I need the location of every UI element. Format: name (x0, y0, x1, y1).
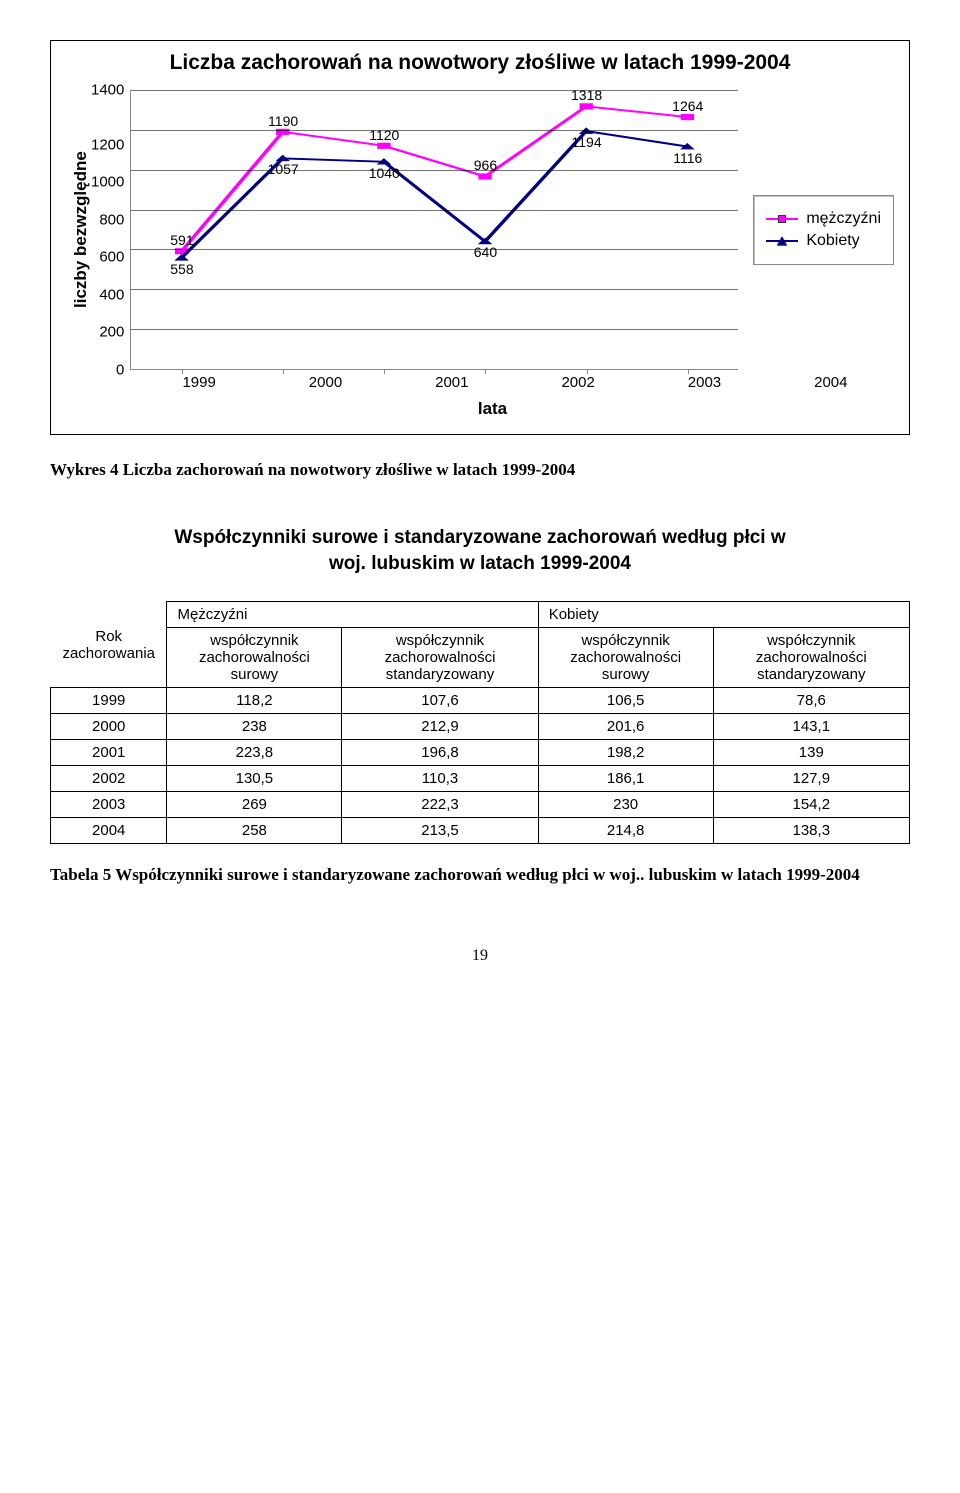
y-tick-label: 1200 (91, 136, 124, 153)
x-tick-label: 1999 (136, 374, 262, 391)
table-cell: 186,1 (538, 766, 713, 792)
table-row: 1999118,2107,6106,578,6 (51, 688, 910, 714)
data-point-label: 1264 (672, 98, 703, 114)
data-point-label: 966 (474, 157, 497, 173)
table-cell: 2000 (51, 714, 167, 740)
table-cell: 118,2 (167, 688, 342, 714)
table-cell: 230 (538, 792, 713, 818)
page-number: 19 (50, 947, 910, 965)
table-cell: 2002 (51, 766, 167, 792)
y-tick-label: 600 (91, 249, 124, 266)
table-cell: 269 (167, 792, 342, 818)
data-point-label: 558 (170, 261, 193, 277)
table-row: 2003269222,3230154,2 (51, 792, 910, 818)
table-cell: 2004 (51, 818, 167, 844)
y-tick-label: 0 (91, 361, 124, 378)
table-header: współczynnik zachorowalności standaryzow… (342, 628, 538, 688)
data-point-label: 640 (474, 245, 497, 261)
table-caption: Tabela 5 Współczynniki surowe i standary… (50, 864, 910, 887)
table-cell: 2003 (51, 792, 167, 818)
table-cell: 212,9 (342, 714, 538, 740)
y-tick-label: 1400 (91, 82, 124, 99)
chart-caption: Wykres 4 Liczba zachorowań na nowotwory … (50, 460, 910, 480)
chart-y-axis-label: liczby bezwzględne (66, 90, 91, 370)
table-header: współczynnik zachorowalności standaryzow… (713, 628, 909, 688)
table-cell: 222,3 (342, 792, 538, 818)
chart-plot-area: 591 1190 1120 966 1318 1264 558 1057 1040 640 1194… (130, 90, 738, 370)
legend-item-kobiety: Kobiety (766, 232, 881, 250)
table-cell: 110,3 (342, 766, 538, 792)
triangle-marker-icon (777, 237, 787, 246)
table-cell: 214,8 (538, 818, 713, 844)
x-tick-label: 2002 (515, 374, 641, 391)
data-point-label: 591 (170, 232, 193, 248)
table-cell: 130,5 (167, 766, 342, 792)
legend-item-mezczyzni: mężczyźni (766, 210, 881, 228)
data-point-label: 1120 (369, 127, 399, 143)
table-header-gender: Kobiety (538, 602, 909, 628)
square-marker-icon (778, 215, 786, 223)
chart-container: Liczba zachorowań na nowotwory złośliwe … (50, 40, 910, 435)
table-cell: 78,6 (713, 688, 909, 714)
table-cell: 1999 (51, 688, 167, 714)
table-cell: 138,3 (713, 818, 909, 844)
data-point-label: 1057 (268, 162, 299, 178)
table-cell: 223,8 (167, 740, 342, 766)
x-tick-label: 2000 (262, 374, 388, 391)
table-row: 2004258213,5214,8138,3 (51, 818, 910, 844)
table-cell: 198,2 (538, 740, 713, 766)
table-cell: 2001 (51, 740, 167, 766)
section-title-line: Współczynniki surowe i standaryzowane za… (174, 527, 785, 548)
x-tick-label: 2001 (389, 374, 515, 391)
data-point-label: 1318 (571, 87, 602, 103)
table-cell: 139 (713, 740, 909, 766)
table-cell: 127,9 (713, 766, 909, 792)
y-tick-label: 1000 (91, 174, 124, 191)
table-cell: 154,2 (713, 792, 909, 818)
table-cell: 213,5 (342, 818, 538, 844)
table-cell: 143,1 (713, 714, 909, 740)
chart-legend: mężczyźni Kobiety (753, 195, 894, 265)
legend-label: mężczyźni (806, 210, 881, 228)
table-row: 2000238212,9201,6143,1 (51, 714, 910, 740)
chart-x-ticks: 199920002001200220032004 (136, 370, 894, 391)
table-cell: 106,5 (538, 688, 713, 714)
table-cell: 258 (167, 818, 342, 844)
chart-y-ticks: 1400120010008006004002000 (91, 90, 130, 370)
data-point-label: 1194 (572, 134, 602, 150)
chart-title: Liczba zachorowań na nowotwory złośliwe … (66, 51, 894, 75)
x-tick-label: 2004 (768, 374, 894, 391)
table-cell: 196,8 (342, 740, 538, 766)
x-tick-label: 2003 (641, 374, 767, 391)
legend-label: Kobiety (806, 232, 859, 250)
table-header-gender: Mężczyźni (167, 602, 538, 628)
table-row: 2002130,5110,3186,1127,9 (51, 766, 910, 792)
data-point-label: 1040 (369, 165, 400, 181)
section-title-line: woj. lubuskim w latach 1999-2004 (329, 553, 631, 574)
section-title: Współczynniki surowe i standaryzowane za… (110, 525, 850, 576)
y-tick-label: 200 (91, 324, 124, 341)
table-header: Rok zachorowania (51, 602, 167, 688)
data-point-label: 1190 (268, 113, 298, 129)
table-cell: 107,6 (342, 688, 538, 714)
coefficients-table: Rok zachorowania Mężczyźni Kobiety współ… (50, 601, 910, 844)
y-tick-label: 400 (91, 286, 124, 303)
table-header: współczynnik zachorowalności surowy (538, 628, 713, 688)
table-cell: 238 (167, 714, 342, 740)
chart-x-axis-label: lata (91, 399, 894, 419)
table-header: współczynnik zachorowalności surowy (167, 628, 342, 688)
data-point-label: 1116 (673, 150, 702, 166)
table-row: 2001223,8196,8198,2139 (51, 740, 910, 766)
table-cell: 201,6 (538, 714, 713, 740)
y-tick-label: 800 (91, 211, 124, 228)
